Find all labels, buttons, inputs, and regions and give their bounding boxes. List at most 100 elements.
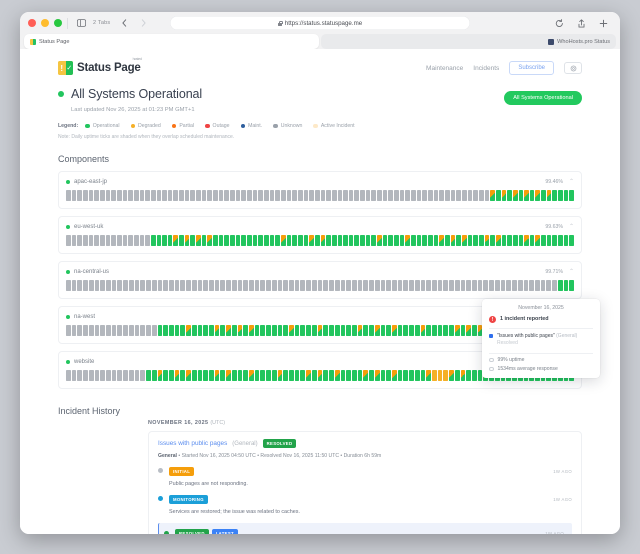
uptime-tick[interactable]: [432, 370, 437, 381]
uptime-tick[interactable]: [203, 280, 208, 291]
uptime-tick[interactable]: [439, 235, 444, 246]
uptime-tick[interactable]: [337, 235, 343, 246]
uptime-tick[interactable]: [280, 190, 286, 201]
uptime-tick[interactable]: [88, 280, 94, 291]
share-icon[interactable]: [573, 16, 590, 31]
uptime-tick[interactable]: [297, 235, 303, 246]
uptime-tick[interactable]: [139, 190, 145, 201]
uptime-tick[interactable]: [226, 325, 231, 336]
uptime-tick[interactable]: [449, 325, 454, 336]
uptime-tick[interactable]: [416, 190, 422, 201]
uptime-tick[interactable]: [546, 280, 552, 291]
uptime-tick[interactable]: [369, 370, 374, 381]
uptime-tick[interactable]: [186, 280, 191, 291]
uptime-tick[interactable]: [254, 370, 260, 381]
uptime-tick[interactable]: [280, 235, 286, 246]
uptime-tick[interactable]: [314, 235, 320, 246]
uptime-tick[interactable]: [409, 280, 414, 291]
uptime-tick[interactable]: [286, 235, 292, 246]
uptime-tick[interactable]: [140, 280, 146, 291]
uptime-tick[interactable]: [529, 280, 534, 291]
new-tab-icon[interactable]: [595, 16, 612, 31]
uptime-tick[interactable]: [218, 235, 224, 246]
uptime-tick[interactable]: [66, 235, 71, 246]
uptime-tick[interactable]: [303, 235, 309, 246]
uptime-tick[interactable]: [289, 280, 294, 291]
uptime-tick[interactable]: [320, 190, 326, 201]
uptime-tick[interactable]: [467, 190, 473, 201]
uptime-tick[interactable]: [460, 280, 466, 291]
uptime-tick[interactable]: [77, 370, 83, 381]
uptime-tick[interactable]: [208, 325, 214, 336]
uptime-tick[interactable]: [134, 280, 140, 291]
uptime-tick[interactable]: [443, 280, 449, 291]
uptime-tick[interactable]: [66, 280, 71, 291]
uptime-tick[interactable]: [518, 235, 524, 246]
uptime-tick[interactable]: [197, 325, 203, 336]
uptime-tick[interactable]: [433, 190, 439, 201]
incident-link[interactable]: Issues with public pages: [158, 440, 228, 447]
uptime-tick[interactable]: [397, 325, 403, 336]
uptime-tick[interactable]: [77, 325, 83, 336]
uptime-tick[interactable]: [71, 190, 77, 201]
uptime-tick[interactable]: [83, 280, 88, 291]
uptime-tick[interactable]: [66, 190, 71, 201]
uptime-tick[interactable]: [365, 235, 371, 246]
uptime-tick[interactable]: [377, 235, 382, 246]
uptime-tick[interactable]: [237, 325, 243, 336]
uptime-tick[interactable]: [252, 190, 258, 201]
uptime-tick[interactable]: [300, 280, 306, 291]
uptime-tick[interactable]: [145, 190, 150, 201]
browser-tab-whohosts[interactable]: WhoHosts.pro Status: [321, 34, 616, 49]
uptime-tick[interactable]: [88, 325, 94, 336]
uptime-tick[interactable]: [116, 190, 122, 201]
uptime-tick[interactable]: [409, 370, 414, 381]
uptime-tick[interactable]: [501, 190, 507, 201]
uptime-tick[interactable]: [369, 280, 374, 291]
uptime-tick[interactable]: [369, 325, 374, 336]
uptime-tick[interactable]: [82, 190, 88, 201]
uptime-tick[interactable]: [213, 235, 218, 246]
uptime-tick[interactable]: [351, 370, 357, 381]
uptime-tick[interactable]: [512, 235, 518, 246]
uptime-tick[interactable]: [414, 370, 420, 381]
uptime-tick[interactable]: [167, 190, 173, 201]
uptime-tick[interactable]: [186, 370, 191, 381]
uptime-tick[interactable]: [388, 235, 394, 246]
uptime-tick[interactable]: [326, 190, 331, 201]
uptime-tick[interactable]: [243, 325, 248, 336]
uptime-tick[interactable]: [266, 370, 271, 381]
toolbar-right-tools[interactable]: [551, 16, 612, 31]
uptime-tick[interactable]: [473, 235, 478, 246]
uptime-tick[interactable]: [483, 280, 489, 291]
uptime-tick[interactable]: [348, 235, 354, 246]
uptime-tick[interactable]: [151, 370, 157, 381]
uptime-tick[interactable]: [100, 280, 106, 291]
uptime-tick[interactable]: [331, 235, 337, 246]
uptime-tick[interactable]: [523, 280, 529, 291]
uptime-tick[interactable]: [111, 280, 117, 291]
uptime-tick[interactable]: [454, 325, 460, 336]
uptime-tick[interactable]: [258, 235, 263, 246]
navigation-arrows[interactable]: [116, 16, 152, 31]
uptime-tick[interactable]: [122, 190, 128, 201]
uptime-tick[interactable]: [214, 280, 220, 291]
uptime-tick[interactable]: [346, 280, 351, 291]
uptime-tick[interactable]: [517, 280, 523, 291]
uptime-tick[interactable]: [106, 280, 111, 291]
uptime-tick[interactable]: [66, 325, 71, 336]
uptime-tick[interactable]: [235, 235, 241, 246]
uptime-tick[interactable]: [258, 190, 263, 201]
uptime-tick[interactable]: [472, 325, 477, 336]
uptime-tick[interactable]: [254, 325, 260, 336]
uptime-tick[interactable]: [411, 190, 416, 201]
uptime-tick[interactable]: [443, 325, 449, 336]
uptime-tick[interactable]: [88, 190, 94, 201]
uptime-tick[interactable]: [477, 325, 483, 336]
uptime-tick[interactable]: [226, 370, 231, 381]
uptime-tick[interactable]: [558, 190, 563, 201]
uptime-tick[interactable]: [140, 325, 146, 336]
uptime-tick[interactable]: [380, 325, 386, 336]
uptime-tick[interactable]: [184, 190, 190, 201]
uptime-tick[interactable]: [343, 235, 348, 246]
